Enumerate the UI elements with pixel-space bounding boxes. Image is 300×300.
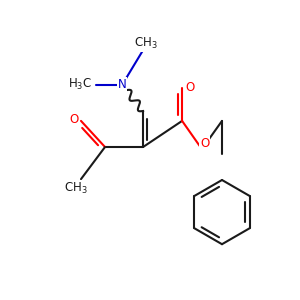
- Text: CH$_3$: CH$_3$: [64, 181, 87, 196]
- Text: O: O: [69, 113, 78, 126]
- Text: H$_3$C: H$_3$C: [68, 77, 92, 92]
- Text: CH$_3$: CH$_3$: [134, 36, 157, 51]
- Text: O: O: [186, 81, 195, 94]
- Text: N: N: [118, 78, 127, 92]
- Text: O: O: [200, 137, 209, 150]
